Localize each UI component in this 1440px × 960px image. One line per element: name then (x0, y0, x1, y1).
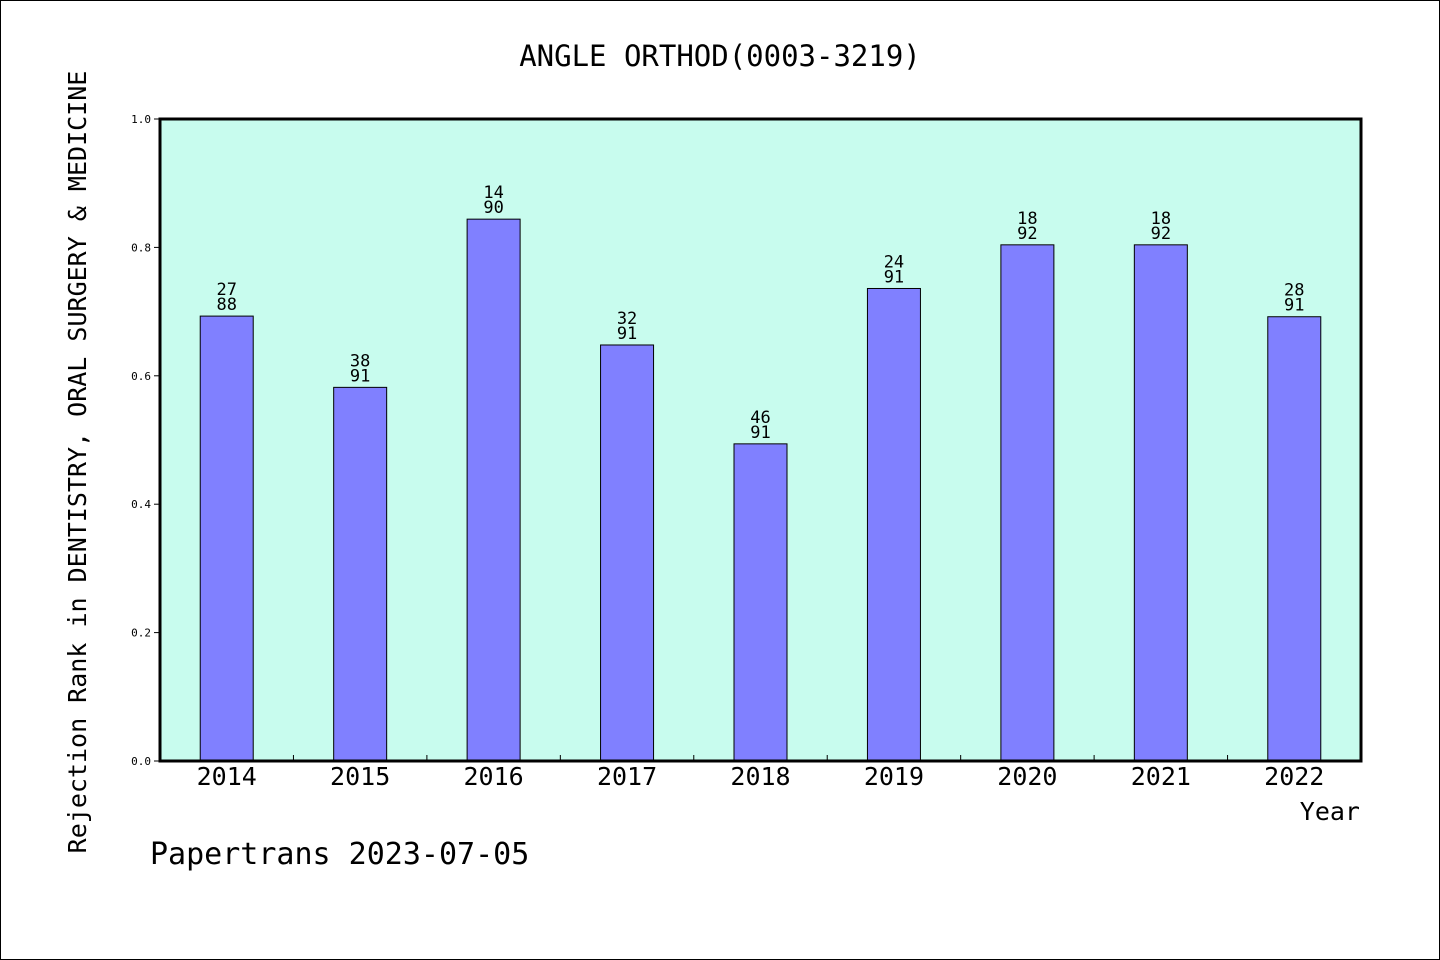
data-label-top: 14 (483, 183, 503, 203)
y-tick-label: 0.2 (131, 627, 151, 640)
y-axis-label: Rejection Rank in DENTISTRY, ORAL SURGER… (63, 71, 92, 854)
data-label-bottom: 91 (617, 324, 637, 344)
x-tick-label: 2017 (597, 762, 657, 791)
bar-2021 (1133, 244, 1188, 762)
data-label-bottom: 91 (884, 267, 904, 287)
x-tick-label: 2019 (864, 762, 924, 791)
x-tick-label: 2014 (197, 762, 257, 791)
x-tick-label: 2021 (1131, 762, 1191, 791)
data-label-top: 18 (1017, 209, 1037, 229)
x-tick-label: 2016 (464, 762, 524, 791)
data-label-bottom: 91 (350, 366, 370, 386)
data-label-bottom: 91 (750, 423, 770, 443)
y-tick-label: 0.6 (131, 370, 151, 383)
bar-2017 (600, 344, 655, 762)
bar-2020 (1000, 244, 1055, 762)
bar-2022 (1267, 316, 1322, 762)
plot-border (158, 117, 1363, 763)
x-tick-label: 2015 (330, 762, 390, 791)
y-tick-label: 0.8 (131, 241, 151, 254)
data-label-top: 38 (350, 351, 370, 371)
y-tick-label: 0.4 (131, 498, 151, 511)
data-label-top: 27 (216, 280, 236, 300)
axes-group: 2014 2015 2016 2017 2018 2019 2020 2021 2022 0.0 0… (131, 113, 1363, 791)
data-label-bottom: 88 (216, 295, 236, 315)
data-label-bottom: 92 (1017, 224, 1037, 244)
bar-2018 (733, 443, 788, 762)
data-label-bottom: 91 (1284, 296, 1304, 316)
footer-text: Papertrans 2023-07-05 (150, 837, 529, 872)
y-tick-label: 0.0 (131, 755, 151, 768)
data-label-top: 18 (1151, 209, 1171, 229)
data-label-top: 32 (617, 309, 637, 329)
bar-2015 (333, 386, 388, 762)
bar-2019 (866, 287, 921, 762)
data-label-bottom: 90 (483, 198, 503, 218)
x-tick-label: 2018 (730, 762, 790, 791)
bar-2016 (466, 218, 521, 762)
bar-2014 (199, 315, 254, 762)
data-label-top: 46 (750, 408, 770, 428)
x-tick-label: 2020 (997, 762, 1057, 791)
data-label-top: 24 (884, 252, 904, 272)
x-tick-label: 2022 (1264, 762, 1324, 791)
y-tick-label: 1.0 (131, 113, 151, 126)
x-axis-label: Year (1300, 797, 1360, 826)
data-label-top: 28 (1284, 281, 1304, 301)
chart-title: ANGLE ORTHOD(0003-3219) (519, 39, 921, 73)
data-label-bottom: 92 (1151, 224, 1171, 244)
